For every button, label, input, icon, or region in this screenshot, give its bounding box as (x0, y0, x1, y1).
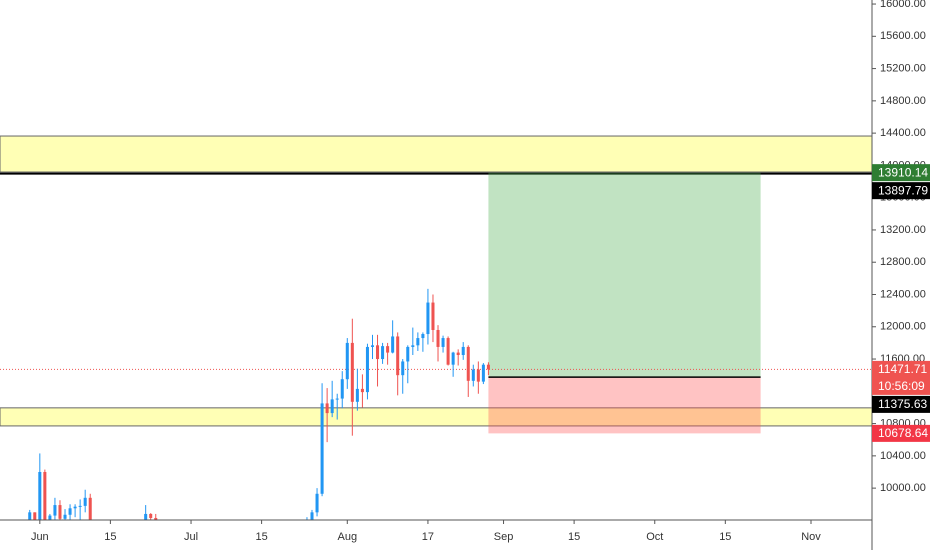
zone (0, 135, 872, 173)
price-label-bg (872, 164, 930, 182)
candle-body (486, 364, 490, 370)
candle-body (355, 388, 359, 402)
candle-body (320, 403, 324, 494)
candle-body (68, 508, 72, 515)
candle-body (401, 361, 405, 376)
target-area (488, 172, 761, 378)
candle-body (421, 334, 425, 339)
candle-body (411, 345, 415, 347)
y-tick-label: 12800.00 (880, 256, 926, 268)
x-tick-label: Jul (184, 531, 198, 543)
y-tick-label: 14400.00 (880, 127, 926, 139)
y-tick-label: 16000.00 (880, 0, 926, 10)
x-tick-label: 15 (568, 531, 580, 543)
x-tick-label: Jun (31, 531, 49, 543)
price-label-bg (872, 182, 930, 200)
candle-body (451, 352, 455, 365)
stop-area (488, 377, 761, 434)
price-label-bg (872, 395, 930, 413)
candle-body (83, 497, 87, 506)
candle-body (28, 512, 32, 520)
candle-body (340, 379, 344, 399)
y-tick-label: 15600.00 (880, 30, 926, 42)
candle-body (471, 369, 475, 381)
y-tick-label: 10400.00 (880, 450, 926, 462)
candle-body (426, 302, 430, 335)
candle-body (446, 338, 450, 365)
candle-body (350, 342, 354, 402)
candle-body (53, 505, 57, 516)
x-tick-label: Sep (494, 531, 514, 543)
price-label: 11375.63 (878, 397, 927, 411)
candle-body (33, 512, 37, 520)
x-tick-label: 15 (104, 531, 116, 543)
candle-body (73, 506, 77, 509)
candle-body (330, 399, 334, 414)
candle-body (310, 512, 314, 520)
candle-body (466, 346, 470, 381)
candle-body (391, 336, 395, 353)
price-label: 10678.64 (878, 426, 928, 440)
countdown-label: 10:56:09 (878, 379, 925, 393)
candle-body (365, 346, 369, 393)
y-tick-label: 12000.00 (880, 321, 926, 333)
price-label: 13910.14 (878, 165, 928, 179)
candle-body (315, 493, 319, 513)
price-label: 13897.79 (878, 183, 928, 197)
candle-body (386, 346, 390, 353)
candle-body (325, 403, 329, 414)
zone (0, 407, 872, 427)
candle-body (476, 369, 480, 382)
x-tick-label: 15 (719, 531, 731, 543)
x-tick-label: Aug (337, 531, 357, 543)
candle-body (456, 352, 460, 356)
candle-body (78, 505, 82, 507)
y-tick-label: 14800.00 (880, 95, 926, 107)
candle-body (481, 364, 485, 382)
candle-body (370, 345, 375, 347)
candle-body (461, 346, 465, 356)
candle-body (58, 505, 62, 519)
candle-body (406, 346, 410, 362)
candle-body (431, 302, 435, 330)
y-tick-label: 13200.00 (880, 224, 926, 236)
candle-body (88, 497, 92, 520)
price-label-bg (872, 424, 930, 442)
candle-body (345, 342, 349, 380)
candle-body (63, 514, 67, 519)
candle-body (335, 398, 339, 400)
candle-body (441, 338, 445, 347)
x-tick-label: 15 (255, 531, 267, 543)
x-tick-label: Oct (646, 531, 663, 543)
x-tick-label: Nov (801, 531, 821, 543)
axes: 10000.0010400.0010800.0011200.0011600.00… (31, 0, 930, 543)
plot-area (0, 135, 872, 520)
x-tick-label: 17 (422, 531, 434, 543)
price-label-bg (872, 360, 930, 395)
candle-body (416, 338, 420, 346)
candle-body (48, 515, 52, 520)
price-label: 11471.71 (878, 362, 927, 376)
candle-body (43, 471, 47, 520)
candle-body (154, 517, 158, 520)
candle-body (144, 513, 148, 520)
candle-body (381, 346, 385, 360)
candle-body (376, 345, 380, 360)
y-tick-label: 12400.00 (880, 288, 926, 300)
candle-body (360, 388, 364, 393)
candle-body (396, 336, 400, 376)
y-tick-label: 10000.00 (880, 482, 926, 494)
candle-body (38, 471, 42, 520)
y-tick-label: 15200.00 (880, 62, 926, 74)
candle-body (436, 329, 440, 347)
candle-body (149, 513, 153, 518)
